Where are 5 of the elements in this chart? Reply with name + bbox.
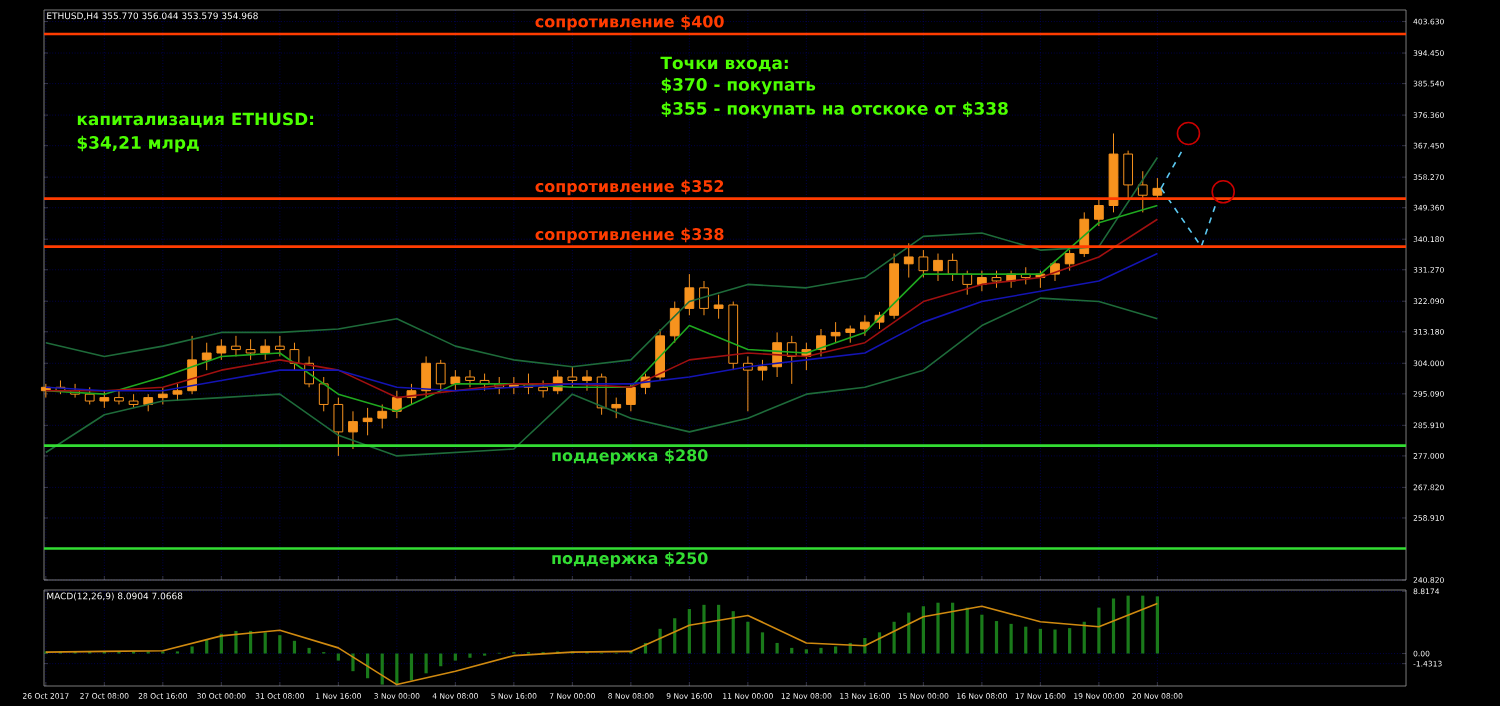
annotation: $355 - покупать на отскоке от $338 — [661, 101, 1008, 119]
annotation: Точки входа: — [660, 56, 788, 72]
annotation: капитализация ETHUSD: — [77, 112, 314, 128]
annotation: $370 - покупать — [661, 77, 816, 95]
annotation: $34,21 млрд — [77, 135, 199, 153]
